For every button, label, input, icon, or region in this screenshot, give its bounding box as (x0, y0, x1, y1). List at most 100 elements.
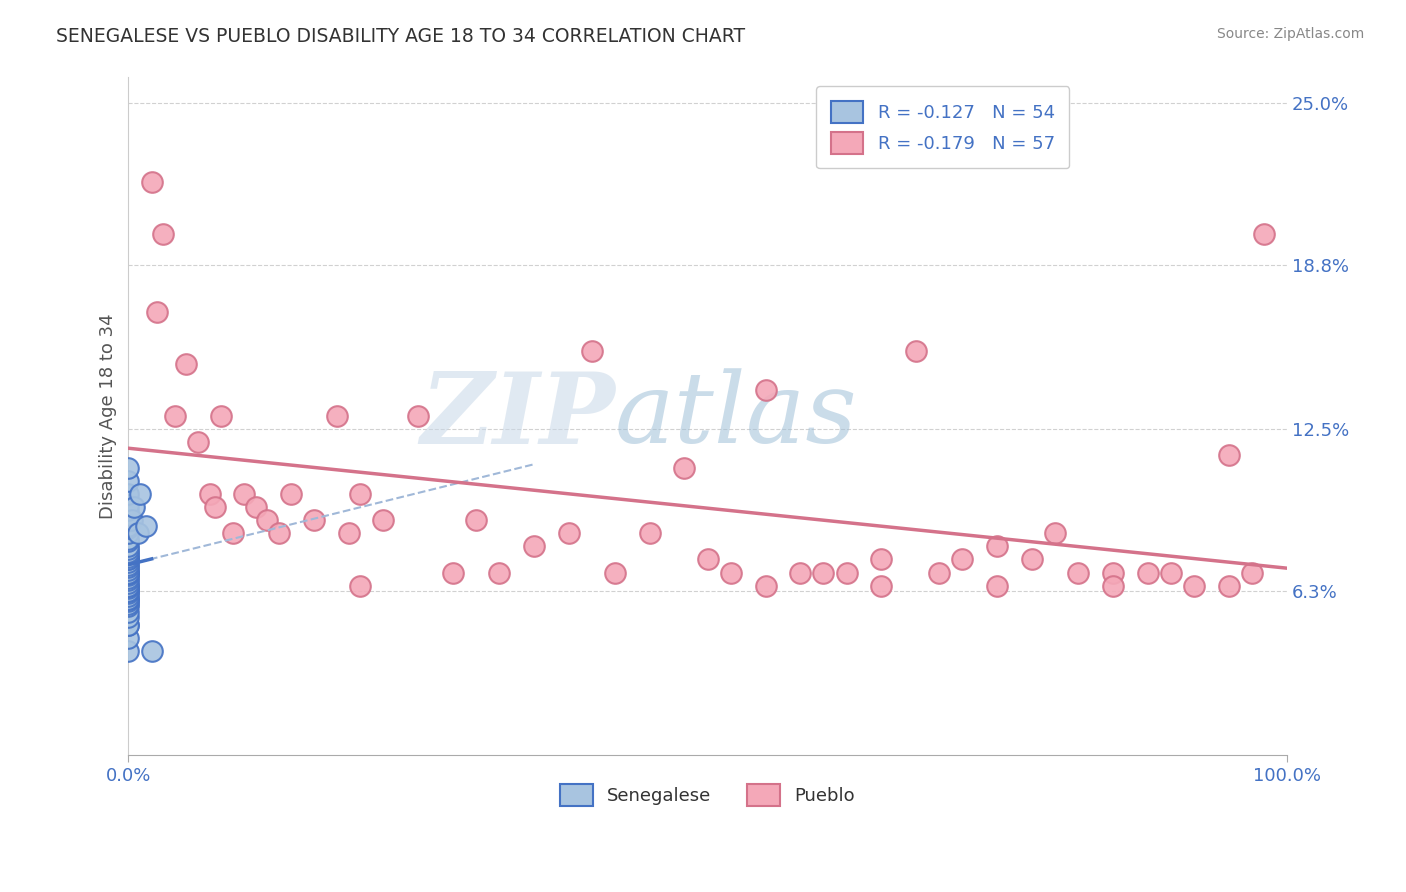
Point (581, 344, 603, 359)
Point (789, 566, 811, 580)
Point (117, 599, 139, 614)
Point (117, 617, 139, 632)
Point (117, 631, 139, 645)
Point (117, 597, 139, 611)
Point (1253, 227, 1275, 241)
Point (117, 560, 139, 574)
Point (117, 518, 139, 533)
Point (222, 526, 245, 541)
Point (1043, 526, 1066, 541)
Point (135, 518, 157, 533)
Point (813, 566, 835, 580)
Point (117, 583, 139, 598)
Point (1218, 448, 1240, 462)
Point (1067, 566, 1090, 580)
Point (117, 583, 139, 598)
Text: atlas: atlas (614, 368, 858, 464)
Point (152, 227, 174, 241)
Point (117, 521, 139, 535)
Point (441, 566, 464, 580)
Point (187, 435, 209, 450)
Point (117, 563, 139, 577)
Point (673, 461, 696, 475)
Point (117, 544, 139, 558)
Point (245, 500, 267, 515)
Point (1021, 552, 1043, 566)
Point (117, 571, 139, 585)
Point (117, 578, 139, 592)
Point (122, 500, 145, 515)
Point (373, 513, 395, 527)
Point (1102, 578, 1125, 592)
Point (117, 574, 139, 588)
Point (233, 487, 256, 501)
Point (256, 513, 278, 527)
Point (349, 487, 371, 501)
Point (117, 578, 139, 592)
Point (638, 526, 661, 541)
Point (117, 566, 139, 580)
Point (117, 547, 139, 561)
Point (835, 566, 858, 580)
Point (117, 555, 139, 569)
Point (117, 591, 139, 606)
Point (870, 552, 893, 566)
Text: ZIP: ZIP (420, 368, 614, 465)
Point (117, 594, 139, 608)
Point (267, 526, 290, 541)
Point (986, 540, 1008, 554)
Point (720, 566, 742, 580)
Point (117, 581, 139, 595)
Point (117, 532, 139, 546)
Point (117, 513, 139, 527)
Point (117, 591, 139, 606)
Point (950, 552, 973, 566)
Point (1218, 578, 1240, 592)
Point (117, 568, 139, 582)
Point (117, 508, 139, 523)
Point (117, 605, 139, 619)
Point (280, 487, 302, 501)
Point (1136, 566, 1159, 580)
Point (129, 487, 152, 501)
Point (696, 552, 718, 566)
Point (905, 344, 928, 359)
Point (121, 513, 143, 527)
Text: Source: ZipAtlas.com: Source: ZipAtlas.com (1216, 27, 1364, 41)
Point (198, 487, 221, 501)
Point (1160, 566, 1182, 580)
Point (928, 566, 950, 580)
Point (1182, 578, 1205, 592)
Point (117, 566, 139, 580)
Point (117, 643, 139, 657)
Point (1240, 566, 1263, 580)
Point (117, 566, 139, 580)
Point (406, 409, 429, 424)
Point (141, 643, 163, 657)
Point (176, 357, 198, 371)
Legend: Senegalese, Pueblo: Senegalese, Pueblo (553, 777, 862, 814)
Point (326, 409, 349, 424)
Point (754, 578, 776, 592)
Point (986, 578, 1008, 592)
Point (117, 549, 139, 564)
Point (117, 526, 139, 541)
Point (209, 409, 232, 424)
Point (117, 576, 139, 591)
Point (146, 305, 169, 319)
Point (117, 534, 139, 549)
Text: SENEGALESE VS PUEBLO DISABILITY AGE 18 TO 34 CORRELATION CHART: SENEGALESE VS PUEBLO DISABILITY AGE 18 T… (56, 27, 745, 45)
Point (117, 503, 139, 517)
Point (117, 552, 139, 566)
Point (117, 475, 139, 489)
Point (117, 540, 139, 554)
Point (117, 617, 139, 632)
Point (117, 609, 139, 624)
Point (488, 566, 510, 580)
Point (302, 513, 325, 527)
Point (557, 526, 579, 541)
Point (117, 586, 139, 600)
Point (163, 409, 186, 424)
Point (603, 566, 626, 580)
Point (141, 175, 163, 189)
